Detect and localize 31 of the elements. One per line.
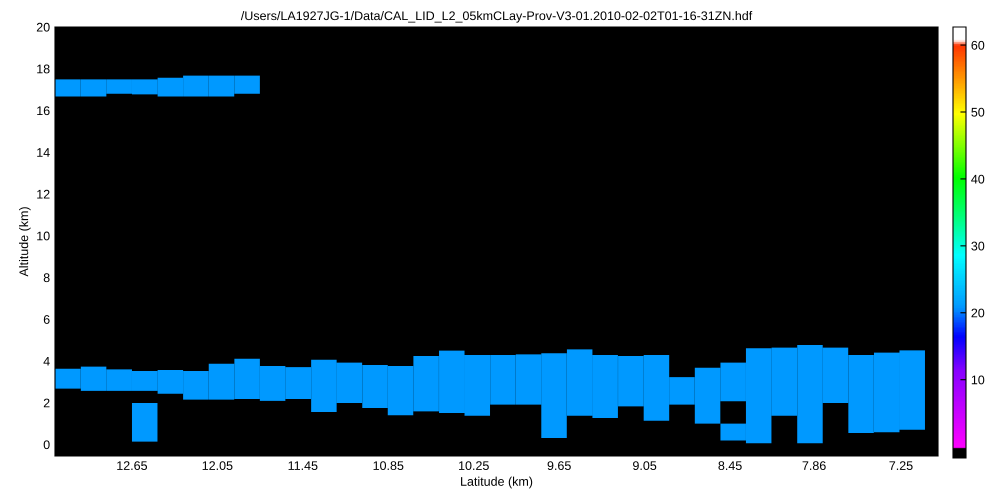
color-bar-label: 60 [971,40,984,50]
x-tick-label: 7.25 [889,461,913,470]
x-tick-label: 9.65 [548,461,571,470]
x-tick-label: 10.25 [459,461,489,470]
color-bar-label: 30 [971,242,984,250]
y-tick-label: 6 [44,315,50,324]
x-tick-label: 8.45 [718,461,742,470]
x-tick-label: 9.05 [633,461,656,470]
chart-title: /Users/LA1927JG-1/Data/CAL_LID_L2_05kmCLay-Prov-V3-01.2010-02-02T01-16-31ZN.hdf [240,10,752,23]
y-tick-label: 0 [44,440,50,450]
y-tick-label: 18 [37,64,50,74]
bar [132,402,158,442]
y-tick-label: 20 [36,22,50,32]
x-tick-label: 12.05 [202,461,232,470]
y-tick-label: 12 [37,190,50,199]
x-tick-label: 12.65 [117,461,148,470]
color-bar-label: 40 [971,174,984,184]
y-tick-label: 10 [37,232,50,240]
x-tick-label: 10.85 [374,461,404,470]
color-bar-label: 10 [972,376,984,384]
x-tick-label: 11.45 [288,461,318,470]
y-tick-label: 2 [44,398,50,408]
x-axis-title: Latitude (km) [461,476,532,488]
y-tick-label: 16 [37,106,50,116]
color-bar-label: 50 [971,108,984,117]
y-tick-label: 8 [44,273,50,282]
y-tick-label: 14 [37,148,50,157]
x-tick-label: 7.86 [802,461,826,470]
y-tick-label: 4 [43,356,50,366]
y-axis-title: Altitude (km) [19,207,31,277]
color-bar-label: 20 [971,308,984,318]
